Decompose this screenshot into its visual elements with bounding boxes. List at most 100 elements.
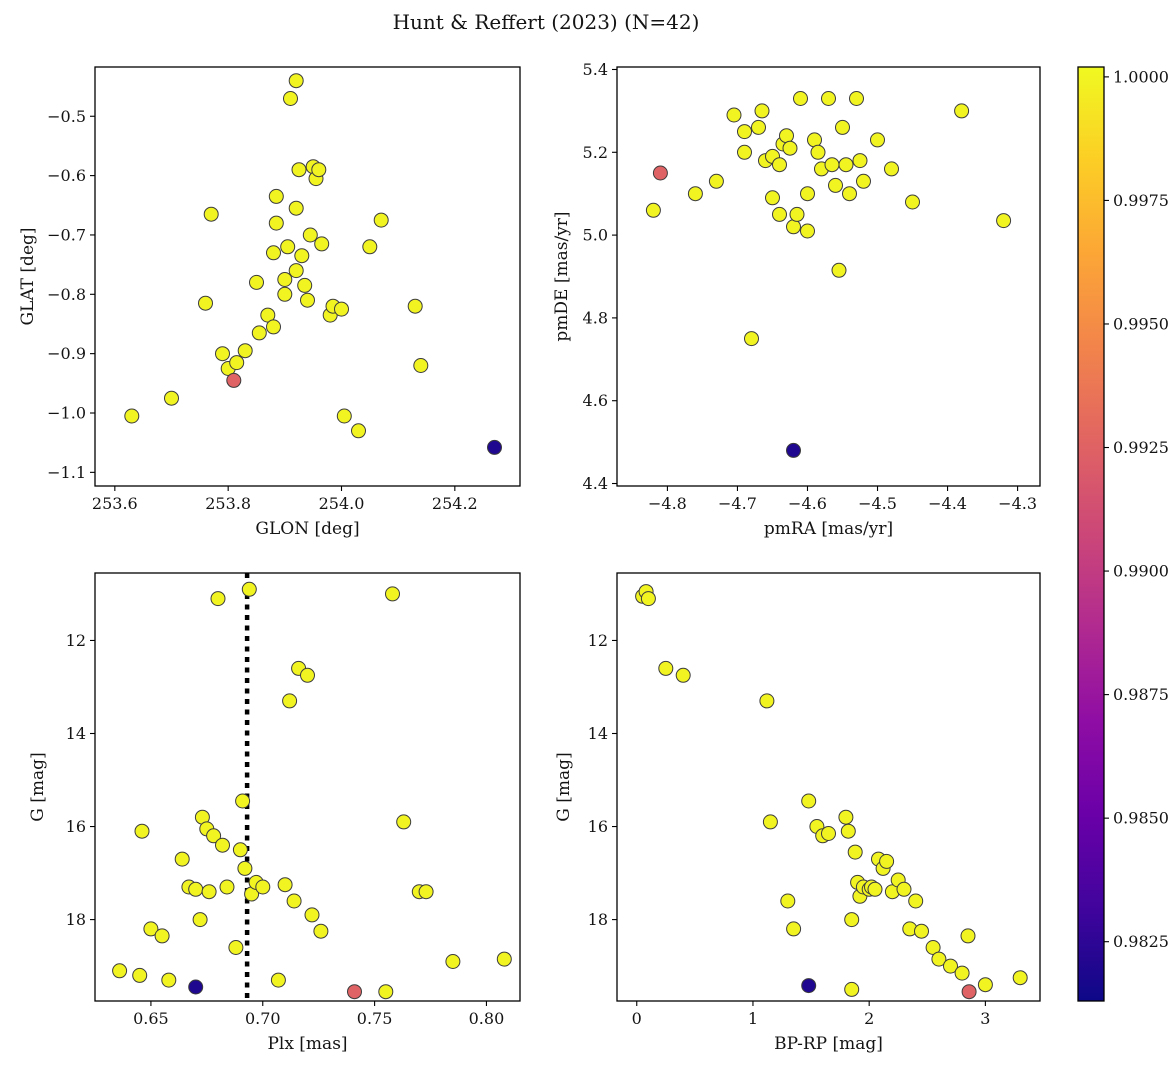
data-point <box>772 157 787 173</box>
data-point <box>838 157 854 173</box>
data-point <box>282 693 298 709</box>
data-point <box>828 177 843 193</box>
data-point <box>879 853 895 869</box>
data-point <box>847 844 863 860</box>
data-point <box>270 972 286 988</box>
y-tick-label: 18 <box>66 910 86 929</box>
colorbar-tick-label: 0.9950 <box>1113 314 1169 333</box>
data-point <box>286 893 302 909</box>
data-point <box>487 439 502 455</box>
figure-title: Hunt & Reffert (2023) (N=42) <box>393 10 700 34</box>
data-point <box>413 358 429 373</box>
colorbar-frame <box>1077 66 1105 1002</box>
y-tick-label: 14 <box>66 724 86 743</box>
colorbar-swatch <box>1078 67 1104 1001</box>
data-point <box>445 954 461 969</box>
data-point <box>675 667 691 683</box>
data-point <box>294 248 310 264</box>
data-point <box>884 161 899 177</box>
data-point <box>235 793 251 809</box>
data-point <box>302 227 318 243</box>
data-point <box>188 979 204 995</box>
data-point <box>277 272 293 287</box>
data-point <box>237 343 253 359</box>
data-point <box>737 124 752 140</box>
data-point <box>215 837 230 853</box>
data-point <box>810 144 826 160</box>
data-point <box>174 851 190 867</box>
data-point <box>786 442 801 458</box>
x-tick-label: 3 <box>980 1009 990 1028</box>
x-tick-label: 254.2 <box>432 494 478 513</box>
data-point <box>203 206 219 222</box>
x-tick-label: 0.65 <box>133 1009 169 1028</box>
data-point <box>960 928 976 944</box>
y-tick-label: 18 <box>588 910 608 929</box>
y-tick-label: 5.4 <box>583 60 608 79</box>
x-tick-label: 253.6 <box>92 494 138 513</box>
data-point <box>266 319 281 335</box>
data-point <box>154 928 170 944</box>
data-point <box>640 591 656 607</box>
data-point <box>385 586 400 602</box>
data-point <box>229 355 245 371</box>
data-point <box>867 881 883 897</box>
y-tick-label: 14 <box>588 724 608 743</box>
data-point <box>844 912 860 928</box>
y-tick-label: −0.9 <box>47 344 86 363</box>
data-point <box>496 951 512 967</box>
data-point <box>362 239 378 255</box>
axes-frame <box>94 66 521 487</box>
data-point <box>658 660 674 676</box>
data-point <box>842 186 857 202</box>
data-point <box>849 91 864 106</box>
data-point <box>838 809 854 825</box>
x-tick-label: −4.8 <box>648 494 687 513</box>
y-tick-label: 16 <box>66 817 86 836</box>
y-tick-label: −0.6 <box>47 166 86 185</box>
colorbar-tick-label: 0.9925 <box>1113 438 1169 457</box>
data-point <box>737 144 752 160</box>
data-point <box>215 346 230 362</box>
data-point <box>198 295 213 311</box>
data-point <box>232 842 248 858</box>
data-point <box>192 912 208 928</box>
data-point <box>226 372 242 388</box>
data-point <box>201 884 217 900</box>
data-point <box>840 823 856 839</box>
data-point <box>772 206 787 222</box>
y-tick-label: 5.0 <box>583 226 608 245</box>
points-group <box>645 91 1012 458</box>
y-tick-label: 12 <box>588 631 608 650</box>
x-tick-label: 253.8 <box>205 494 251 513</box>
data-point <box>789 206 805 222</box>
data-point <box>726 107 742 123</box>
data-point <box>905 194 920 210</box>
y-tick-label: 5.2 <box>583 143 608 162</box>
data-point <box>347 984 362 1000</box>
data-point <box>283 91 298 106</box>
data-point <box>373 212 389 228</box>
x-tick-label: −4.6 <box>788 494 827 513</box>
data-point <box>793 91 808 106</box>
y-axis-label: GLAT [deg] <box>18 227 38 325</box>
data-point <box>288 200 304 216</box>
data-point <box>800 186 815 202</box>
data-point <box>288 73 304 89</box>
colorbar-tick-label: 0.9975 <box>1113 191 1169 210</box>
x-tick-label: 1 <box>748 1009 758 1028</box>
colorbar-tick-label: 1.0000 <box>1113 67 1169 86</box>
x-tick-label: 0.70 <box>245 1009 281 1028</box>
data-point <box>206 828 222 844</box>
data-point <box>852 153 868 169</box>
data-point <box>961 984 977 1000</box>
data-point <box>304 907 320 923</box>
y-axis-label: G [mag] <box>28 752 48 821</box>
y-tick-label: 4.6 <box>583 391 608 410</box>
data-point <box>844 981 860 997</box>
data-point <box>914 923 929 939</box>
data-point <box>237 860 253 876</box>
x-tick-label: 0.80 <box>469 1009 505 1028</box>
y-tick-label: −1.1 <box>47 463 86 482</box>
